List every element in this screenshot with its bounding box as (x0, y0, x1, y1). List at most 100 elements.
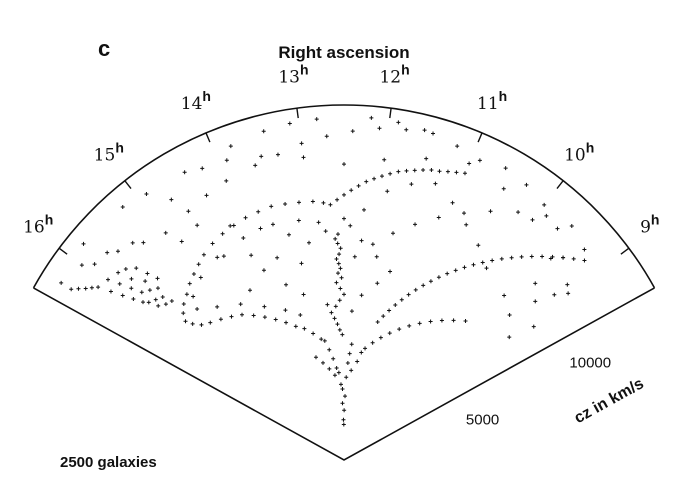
galaxy-point (429, 167, 434, 172)
galaxy-point (396, 169, 401, 174)
galaxy-point (329, 310, 334, 315)
galaxy-point (134, 266, 139, 271)
galaxy-point (129, 286, 134, 291)
galaxy-point (502, 293, 507, 298)
galaxy-point (201, 252, 206, 257)
galaxy-point (262, 304, 267, 309)
galaxy-point (307, 240, 311, 245)
galaxy-point (540, 254, 545, 259)
galaxy-point (388, 171, 393, 176)
galaxy-point (359, 238, 364, 243)
galaxy-point (379, 174, 384, 179)
galaxy-point (210, 241, 215, 246)
galaxy-point (531, 324, 536, 329)
galaxy-point (301, 292, 306, 297)
angular-tick (556, 180, 564, 190)
galaxy-point (199, 322, 204, 327)
galaxy-point (342, 216, 346, 221)
galaxy-point (247, 288, 252, 293)
galaxy-point (310, 199, 315, 204)
galaxy-point (69, 287, 74, 292)
galaxy-point (337, 327, 342, 332)
angular-tick (58, 247, 68, 255)
galaxy-point (378, 335, 383, 340)
galaxy-point (256, 209, 261, 214)
galaxy-point (477, 158, 482, 163)
angular-tick-label: 13h (278, 61, 308, 87)
galaxy-point (407, 323, 412, 328)
galaxy-point (370, 340, 375, 345)
galaxy-point (342, 162, 346, 167)
galaxy-point (582, 258, 587, 263)
galaxy-point (428, 319, 433, 324)
galaxy-point (393, 302, 398, 307)
galaxy-point (301, 155, 306, 160)
galaxy-point (381, 314, 386, 319)
galaxy-point (334, 280, 339, 285)
angular-tick (205, 132, 211, 143)
galaxy-point (445, 169, 450, 174)
galaxy-point (335, 197, 340, 202)
galaxy-point (356, 183, 361, 188)
galaxy-point (299, 261, 304, 266)
galaxy-count-label: 2500 galaxies (60, 454, 157, 471)
galaxy-point (251, 313, 256, 318)
galaxy-point (422, 128, 427, 133)
wedge-outline (32, 104, 656, 461)
galaxy-point (96, 285, 101, 290)
galaxy-point (155, 286, 160, 291)
galaxy-point (59, 280, 64, 285)
panel-label: c (98, 36, 110, 61)
galaxy-point (160, 295, 165, 300)
galaxy-point (343, 394, 348, 399)
galaxy-point (129, 276, 134, 281)
galaxy-point (241, 236, 246, 241)
galaxy-point (169, 197, 174, 202)
galaxy-point (451, 318, 456, 323)
galaxy-point (296, 200, 301, 205)
galaxy-point (144, 192, 149, 196)
galaxy-point (333, 236, 338, 241)
galaxy-point (336, 370, 341, 375)
galaxy-point (413, 287, 418, 292)
galaxy-point (120, 293, 125, 298)
galaxy-point (334, 365, 339, 370)
galaxy-point (156, 303, 161, 308)
galaxy-point (565, 282, 570, 287)
galaxy-point (231, 223, 236, 228)
galaxy-point (259, 154, 264, 159)
galaxy-point (342, 192, 346, 197)
galaxy-point (261, 129, 266, 134)
galaxy-point (334, 256, 339, 261)
galaxy-point (328, 202, 333, 207)
angular-ticks (58, 108, 630, 255)
galaxy-point (347, 351, 352, 356)
galaxy-point (153, 297, 158, 302)
galaxy-point (555, 226, 560, 231)
galaxy-point (228, 144, 233, 149)
galaxy-point (224, 158, 229, 163)
angular-tick-label: 14h (181, 88, 211, 114)
galaxy-point (374, 254, 379, 259)
galaxy-point (340, 387, 345, 392)
galaxy-point (340, 332, 345, 337)
galaxy-point (463, 319, 468, 324)
galaxy-point (436, 275, 441, 280)
galaxy-point (191, 271, 196, 276)
galaxy-point (471, 262, 476, 267)
galaxy-point (355, 359, 360, 364)
galaxy-point (338, 286, 343, 291)
galaxy-point (322, 338, 327, 343)
galaxy-point (143, 279, 148, 284)
galaxy-point (339, 275, 344, 280)
galaxy-point (399, 297, 404, 302)
galaxy-point (397, 327, 402, 332)
angular-tick-label: 9h (640, 212, 659, 238)
galaxy-point (464, 222, 469, 227)
galaxy-point (140, 300, 145, 305)
galaxy-point (320, 360, 325, 365)
angular-tick (389, 108, 392, 119)
galaxy-point (299, 141, 304, 146)
galaxy-point (428, 279, 433, 284)
